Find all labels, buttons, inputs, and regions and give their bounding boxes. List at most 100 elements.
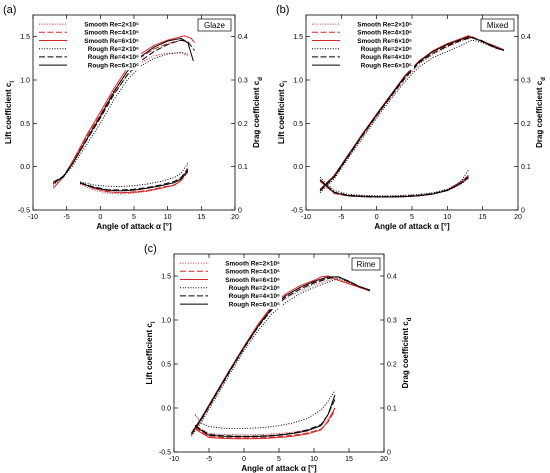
y2-tick-label: 0.2 <box>238 121 248 128</box>
x-tick-label: 0 <box>98 214 102 221</box>
panel-a: -10 -5 0 5 10 15 20 -0.5 0.0 0.5 1.0 1.5 0 0.1 0.2 0.3 0… <box>3 4 264 231</box>
x-tick-label: 15 <box>479 214 487 221</box>
y2-tick-label: 0.1 <box>387 406 397 413</box>
lift-line-ro4 <box>319 36 505 192</box>
y-tick-label: 1.5 <box>161 274 171 281</box>
y2-tick-label: 0 <box>238 208 242 215</box>
y-tick-label: 1.5 <box>293 34 303 41</box>
drag-line-ro6 <box>319 177 469 198</box>
legend-entry: Rough Re=4×10⁶ <box>229 293 280 300</box>
y2-tick-label: 0.2 <box>521 121 531 128</box>
y2-tick-label: 0.2 <box>387 362 397 369</box>
y2-axis-label: Drag coefficient cd <box>535 77 547 148</box>
plot-area <box>52 35 195 195</box>
panel-label: (a) <box>3 4 16 16</box>
y2-tick-label: 0.1 <box>521 164 531 171</box>
x-tick-label: -10 <box>301 214 311 221</box>
annotation-text: Mixed <box>487 21 508 30</box>
y2-tick-label: 0.4 <box>521 34 531 41</box>
x-axis-label: Angle of attack α [°] <box>96 222 172 231</box>
plot-area <box>191 275 371 440</box>
legend-entry: Rough Re=6×10⁶ <box>88 62 139 69</box>
legend-entry: Smooth Re=4×10⁶ <box>225 269 280 276</box>
x-axis-label: Angle of attack α [°] <box>241 464 317 473</box>
drag-line-ro4 <box>319 176 469 198</box>
legend-entry: Smooth Re=6×10⁶ <box>225 277 280 284</box>
y-tick-label: 0.5 <box>293 121 303 128</box>
drag-line-sm6 <box>194 407 336 440</box>
y-tick-label: -0.5 <box>291 208 303 215</box>
y2-tick-label: 0.3 <box>238 78 248 85</box>
legend-background <box>178 258 282 310</box>
x-tick-label: 15 <box>197 214 205 221</box>
legend-entry: Rough Re=2×10⁶ <box>88 46 139 53</box>
y-tick-label: -0.5 <box>159 450 171 457</box>
drag-line-sm6 <box>79 169 189 194</box>
x-tick-label: 10 <box>310 456 318 463</box>
x-axis-label: Angle of attack α [°] <box>374 222 450 231</box>
legend-entry: Smooth Re=6×10⁶ <box>357 38 412 45</box>
drag-line-sm4 <box>194 409 336 439</box>
legend-entry: Smooth Re=2×10⁶ <box>84 21 139 28</box>
x-tick-label: 5 <box>132 214 136 221</box>
panel-c: -10 -5 0 5 10 15 20 -0.5 0.0 0.5 1.0 1.5 0 0.1 0.2 0.3 0… <box>144 243 413 473</box>
x-tick-label: -5 <box>338 214 344 221</box>
y-tick-label: 0.5 <box>161 362 171 369</box>
annotation-box <box>351 257 381 271</box>
y-axis-label: Lift coefficient cl <box>277 81 289 144</box>
legend-entry: Smooth Re=2×10⁶ <box>225 260 280 267</box>
legend-entry: Smooth Re=4×10⁶ <box>357 30 412 37</box>
annotation-text: Rime <box>357 260 376 269</box>
y-tick-label: -0.5 <box>18 208 30 215</box>
legend-background <box>310 19 414 71</box>
lift-line-sm2 <box>52 52 189 187</box>
lift-line-ro2 <box>191 278 371 437</box>
y2-tick-label: 0 <box>387 450 391 457</box>
x-tick-label: -5 <box>64 214 70 221</box>
x-tick-label: 5 <box>410 214 414 221</box>
y-tick-label: 0.0 <box>20 164 30 171</box>
y2-axis-label: Drag coefficient cd <box>401 317 413 388</box>
x-tick-label: -10 <box>28 214 38 221</box>
y-tick-label: 1.0 <box>161 318 171 325</box>
legend-entry: Rough Re=4×10⁶ <box>361 54 412 61</box>
y-tick-label: 1.0 <box>20 78 30 85</box>
panel-b: -10 -5 0 5 10 15 20 -0.5 0.0 0.5 1.0 1.5 0 0.1 0.2 0.3 0… <box>276 4 547 231</box>
drag-line-ro6 <box>194 394 336 438</box>
y2-tick-label: 0 <box>521 208 525 215</box>
legend-entry: Rough Re=2×10⁶ <box>361 46 412 53</box>
y2-tick-label: 0.1 <box>238 164 248 171</box>
legend-background <box>37 19 141 71</box>
x-tick-label: 15 <box>345 456 353 463</box>
x-tick-label: 0 <box>242 456 246 463</box>
x-tick-label: -10 <box>169 456 179 463</box>
panel-label: (b) <box>276 4 289 16</box>
y-tick-label: 1.0 <box>293 78 303 85</box>
legend-entry: Smooth Re=2×10⁶ <box>357 21 412 28</box>
y2-tick-label: 0.4 <box>238 34 248 41</box>
x-tick-label: 0 <box>375 214 379 221</box>
legend-entry: Rough Re=2×10⁶ <box>229 285 280 292</box>
x-tick-label: 5 <box>277 456 281 463</box>
drag-line-ro4 <box>79 168 189 191</box>
x-tick-label: 20 <box>231 214 239 221</box>
lift-line-sm2 <box>191 278 371 435</box>
legend-entry: Smooth Re=6×10⁶ <box>84 38 139 45</box>
y-axis-label: Lift coefficient cl <box>4 81 16 144</box>
y-tick-label: 0.0 <box>161 406 171 413</box>
legend-entry: Rough Re=4×10⁶ <box>88 54 139 61</box>
x-tick-label: -5 <box>206 456 212 463</box>
y2-tick-label: 0.3 <box>387 318 397 325</box>
drag-line-sm2 <box>79 166 189 195</box>
drag-line-ro6 <box>79 170 189 192</box>
y2-tick-label: 0.3 <box>521 78 531 85</box>
legend-entry: Rough Re=6×10⁶ <box>361 62 412 69</box>
x-tick-label: 10 <box>164 214 172 221</box>
y-tick-label: 0.0 <box>293 164 303 171</box>
x-tick-label: 10 <box>443 214 451 221</box>
drag-line-ro2 <box>319 169 469 197</box>
x-tick-label: 20 <box>380 456 388 463</box>
